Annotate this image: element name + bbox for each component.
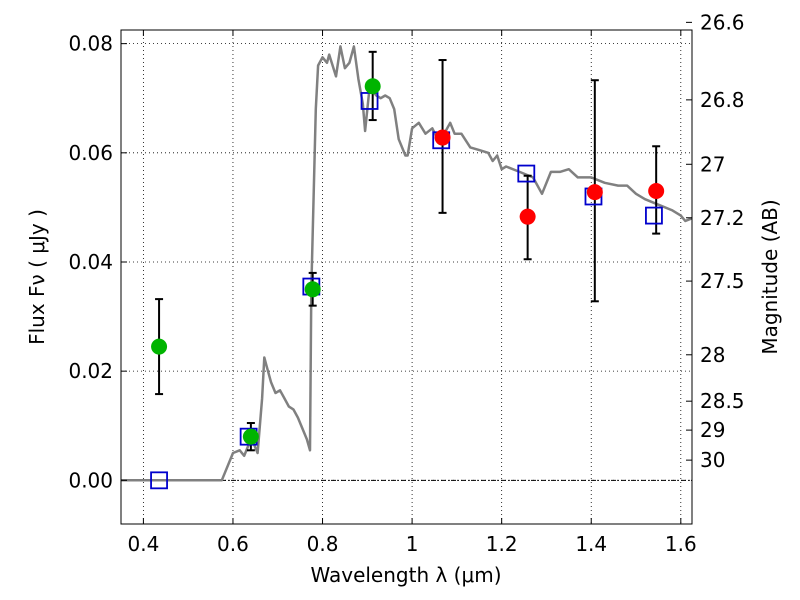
x-tick-label: 1.6	[665, 532, 697, 556]
observed-flux-markers	[151, 78, 665, 445]
x-tick-label: 1	[406, 532, 419, 556]
y2-tick-label: 30	[700, 448, 725, 472]
y2-tick-label: 27	[700, 152, 725, 176]
model-flux-square	[150, 471, 168, 490]
y2-tick-label: 28.5	[700, 389, 745, 413]
y2-tick-label: 26.6	[700, 10, 745, 34]
observed-point-red	[434, 129, 451, 146]
y2-axis-ticks: 26.6 26.8 27 27.2 27.5 28 28.5 29 30	[686, 10, 745, 472]
y2-tick-label: 27.2	[700, 206, 745, 230]
observed-point-green	[151, 338, 168, 355]
x-tick-label: 1.4	[575, 532, 607, 556]
observed-point-red	[519, 208, 536, 225]
y-tick-label: 0.08	[68, 32, 113, 56]
observed-point-green	[242, 428, 259, 445]
x-tick-label: 0.6	[217, 532, 249, 556]
x-tick-label: 0.4	[127, 532, 159, 556]
y2-axis-label: Magnitude (AB)	[758, 199, 782, 354]
y2-tick-label: 28	[700, 343, 725, 367]
y-tick-label: 0.04	[68, 250, 113, 274]
y-axis-ticks: 0.00 0.02 0.04 0.06 0.08	[68, 32, 127, 492]
model-flux-square	[645, 206, 663, 225]
observed-point-green	[364, 78, 381, 95]
y2-tick-label: 27.5	[700, 269, 745, 293]
y2-tick-label: 26.8	[700, 88, 745, 112]
y-tick-label: 0.00	[68, 468, 113, 492]
plot-frame	[120, 29, 693, 525]
y-axis-label: Flux Fν ( μJy )	[25, 209, 49, 345]
observed-point-red	[648, 183, 665, 200]
plot-area-background	[121, 30, 692, 524]
observed-point-green	[304, 281, 321, 298]
y2-tick-label: 29	[700, 418, 725, 442]
x-axis-label: Wavelength λ (μm)	[310, 563, 501, 587]
y-tick-label: 0.02	[68, 359, 113, 383]
y-tick-label: 0.06	[68, 141, 113, 165]
x-tick-label: 0.8	[307, 532, 339, 556]
x-axis-ticks: 0.4 0.6 0.8 1 1.2 1.4 1.6	[127, 30, 697, 556]
template-spectrum-line	[121, 45, 693, 482]
x-tick-label: 1.2	[486, 532, 518, 556]
observed-point-red	[586, 184, 603, 201]
model-flux-square	[517, 164, 536, 183]
